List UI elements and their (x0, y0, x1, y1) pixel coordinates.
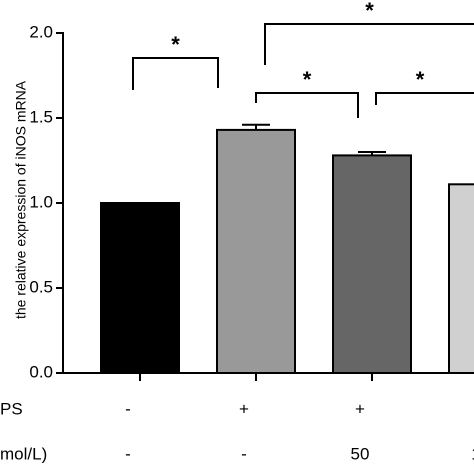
condition-value: - (241, 444, 247, 463)
condition-value: + (355, 399, 365, 418)
condition-value: - (125, 444, 131, 463)
significance-label: * (416, 67, 425, 92)
significance-label: * (303, 67, 312, 92)
significance-label: * (365, 0, 374, 23)
bar (332, 154, 412, 374)
significance-bracket (264, 23, 474, 65)
y-tick-label: 1.0 (29, 192, 53, 211)
y-tick-label: 0.5 (29, 277, 53, 296)
condition-value: 1 (471, 444, 474, 463)
significance-label: * (171, 32, 180, 57)
condition-value: - (125, 399, 131, 418)
y-tick-label: 2.0 (29, 22, 53, 41)
condition-value: + (239, 399, 249, 418)
bar (216, 128, 296, 374)
significance-bracket (132, 57, 219, 90)
significance-bracket (375, 92, 474, 105)
condition-label: mol/L) (0, 444, 47, 463)
y-axis-title: the relative expression of iNOS mRNA (13, 80, 29, 319)
bar (448, 183, 474, 374)
condition-value: 50 (351, 444, 370, 463)
significance-bracket (255, 92, 359, 118)
condition-label: PS (0, 399, 23, 418)
y-tick-label: 1.5 (29, 107, 53, 126)
bar (100, 202, 180, 374)
y-tick-label: 0.0 (29, 362, 53, 381)
